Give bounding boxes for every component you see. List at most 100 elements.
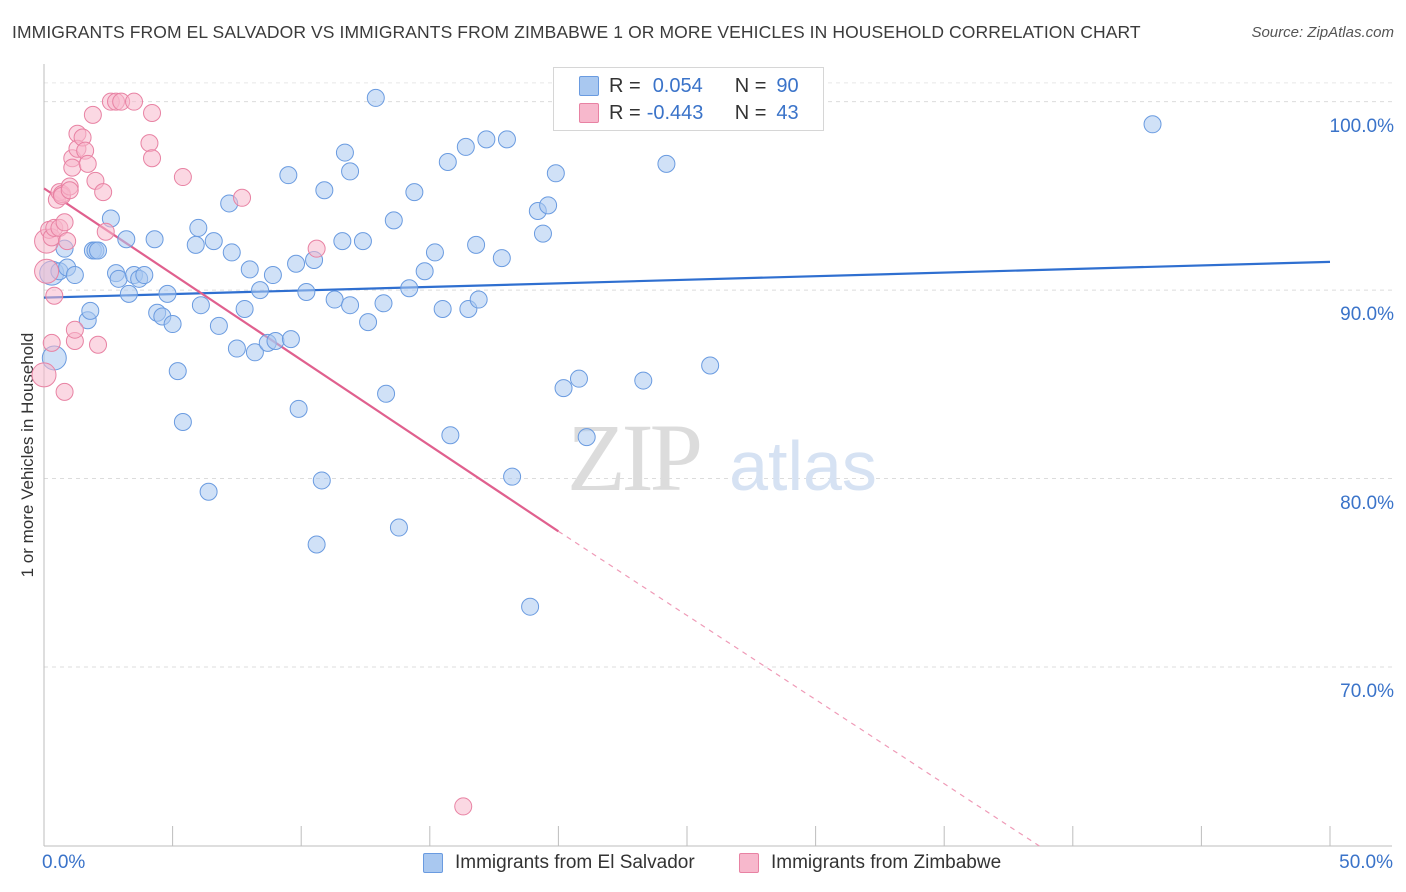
zimbabwe-point [58, 232, 77, 251]
r-value-zimbabwe: -0.443 [646, 101, 704, 124]
zimbabwe-point [454, 797, 473, 816]
zimbabwe-point [173, 168, 192, 187]
y-tick-label: 80.0% [1340, 492, 1394, 514]
stats-row-zimbabwe: R = -0.443 N = 43 [554, 100, 799, 126]
el-salvador-point [374, 294, 393, 313]
zimbabwe-point [89, 335, 108, 354]
el-salvador-point [263, 266, 282, 285]
el-salvador-point [266, 331, 285, 350]
el-salvador-point [341, 162, 360, 181]
el-salvador-point [441, 426, 460, 445]
el-salvador-point [521, 597, 540, 616]
n-value-zimbabwe: 43 [776, 101, 799, 124]
el-salvador-point [657, 154, 676, 173]
el-salvador-point [467, 235, 486, 254]
source-label: Source: ZipAtlas.com [1251, 24, 1394, 41]
el-salvador-point [191, 296, 210, 315]
el-salvador-point [503, 467, 522, 486]
zimbabwe-point [125, 92, 144, 111]
r-label: R = [609, 101, 641, 124]
watermark-zip: ZIP [567, 404, 700, 511]
series-legend: Immigrants from El Salvador Immigrants f… [0, 852, 1406, 878]
watermark-atlas: atlas [729, 427, 877, 505]
el-salvador-point [251, 281, 270, 300]
grid-lines [44, 82, 1392, 668]
el-salvador-point [135, 266, 154, 285]
zimbabwe-point [140, 134, 159, 153]
el-salvador-point [119, 284, 138, 303]
el-salvador-point [245, 343, 264, 362]
zimbabwe-point [60, 181, 79, 200]
axes [43, 64, 1392, 847]
el-salvador-point [353, 232, 372, 251]
el-salvador-point [235, 299, 254, 318]
el-salvador-point [89, 241, 108, 260]
el-salvador-point [438, 152, 457, 171]
n-value-el-salvador: 90 [776, 74, 799, 97]
el-salvador-point [377, 384, 396, 403]
y-tick-label: 100.0% [1329, 115, 1394, 137]
y-tick-label: 90.0% [1340, 304, 1394, 326]
zimbabwe-point [96, 222, 115, 241]
legend-item-el-salvador[interactable]: Immigrants from El Salvador [423, 852, 695, 874]
el-salvador-point [199, 482, 218, 501]
el-salvador-point [204, 232, 223, 251]
zimbabwe-legend-swatch [739, 853, 759, 873]
zimbabwe-point [63, 158, 82, 177]
zimbabwe-point [83, 105, 102, 124]
el-salvador-point [163, 315, 182, 334]
zimbabwe-point [65, 320, 84, 339]
el-salvador-point [289, 399, 308, 418]
el-salvador-point [145, 230, 164, 249]
el-salvador-point [497, 130, 516, 149]
zimbabwe-point [94, 183, 113, 202]
el-salvador-point [189, 218, 208, 237]
el-salvador-point [456, 137, 475, 156]
el-salvador-point [240, 260, 259, 279]
el-salvador-swatch [579, 76, 599, 96]
zimbabwe-point [233, 188, 252, 207]
el-salvador-point [168, 362, 187, 381]
chart-title: IMMIGRANTS FROM EL SALVADOR VS IMMIGRANT… [12, 22, 1141, 42]
el-salvador-point [400, 279, 419, 298]
zimbabwe-point [55, 213, 74, 232]
r-value-el-salvador: 0.054 [652, 74, 703, 97]
el-salvador-trend-line [43, 260, 1331, 299]
el-salvador-point [477, 130, 496, 149]
el-salvador-point [279, 166, 298, 185]
zimbabwe-point [45, 286, 64, 305]
el-salvador-point [109, 269, 128, 288]
zimbabwe-trend-extension [558, 530, 1040, 847]
el-salvador-point [366, 88, 385, 107]
el-salvador-point [539, 196, 558, 215]
zimbabwe-point [31, 362, 57, 388]
legend-label-zimbabwe: Immigrants from Zimbabwe [771, 852, 1002, 873]
y-tick-label: 70.0% [1340, 680, 1394, 702]
el-salvador-point [415, 262, 434, 281]
el-salvador-point [546, 164, 565, 183]
zimbabwe-point [143, 103, 162, 122]
zimbabwe-point [55, 382, 74, 401]
zimbabwe-point [143, 149, 162, 168]
el-salvador-point [173, 413, 192, 432]
x-tick-label: 50.0% [1339, 852, 1393, 873]
watermark: ZIP atlas [567, 404, 877, 511]
el-salvador-point [492, 249, 511, 268]
el-salvador-point [333, 232, 352, 251]
el-salvador-point [577, 428, 596, 447]
n-label: N = [734, 101, 767, 124]
el-salvador-point [554, 379, 573, 398]
el-salvador-point [297, 283, 316, 302]
el-salvador-point [335, 143, 354, 162]
zimbabwe-point [34, 258, 60, 284]
el-salvador-point [222, 243, 241, 262]
el-salvador-point [315, 181, 334, 200]
el-salvador-point [81, 301, 100, 320]
el-salvador-point [701, 356, 720, 375]
el-salvador-point [359, 313, 378, 332]
legend-item-zimbabwe[interactable]: Immigrants from Zimbabwe [739, 852, 1001, 874]
data-points [31, 88, 1162, 816]
stats-legend: R = 0.054 N = 90 R = -0.443 N = 43 [553, 67, 824, 131]
el-salvador-point [469, 290, 488, 309]
el-salvador-point [341, 296, 360, 315]
